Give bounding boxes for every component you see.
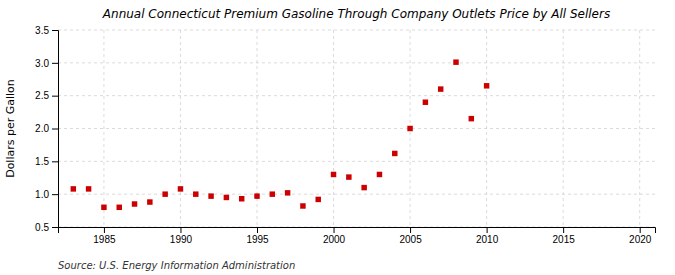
tick-label: 0.5 (35, 222, 49, 233)
point (346, 174, 351, 179)
tick-label: 1995 (246, 234, 269, 245)
tick: 0.5 (35, 222, 58, 233)
point (331, 172, 336, 177)
point (270, 191, 275, 196)
point (116, 205, 121, 210)
tick-mark (410, 227, 411, 233)
tick: 2.5 (35, 90, 58, 101)
tick: 2010 (476, 227, 499, 245)
point (361, 185, 366, 190)
grid-line (58, 30, 655, 31)
tick: 1985 (93, 227, 116, 245)
point (86, 186, 91, 191)
grid-line (58, 128, 655, 129)
grid-line (58, 194, 655, 195)
tick-label: 1990 (170, 234, 193, 245)
grid-line (58, 161, 655, 162)
tick-label: 1.0 (35, 189, 49, 200)
tick-mark (52, 96, 58, 97)
x-axis: 1985 1990 1995 2000 2005 2010 2015 2020 (59, 227, 656, 245)
point (315, 197, 320, 202)
point (438, 86, 443, 91)
tick-label: 2015 (553, 234, 576, 245)
tick: 2015 (553, 227, 576, 245)
point (453, 59, 458, 64)
tick-label: 2.5 (35, 90, 49, 101)
grid-line (58, 95, 655, 96)
point (239, 196, 244, 201)
tick-mark (52, 129, 58, 130)
point (178, 186, 183, 191)
grid-line (333, 30, 334, 227)
point (484, 83, 489, 88)
tick: 1.0 (35, 189, 58, 200)
tick: 2.0 (35, 123, 58, 134)
point (285, 190, 290, 195)
tick-mark (52, 161, 58, 162)
grid-line (486, 30, 487, 227)
point (193, 191, 198, 196)
point (101, 205, 106, 210)
y-axis: 0.5 1.0 1.5 2.0 2.5 3.0 3.5 (35, 25, 58, 233)
tick: 2020 (629, 227, 652, 245)
tick-mark (52, 194, 58, 195)
tick-mark (334, 227, 335, 233)
point (407, 126, 412, 131)
chart: 1985 1990 1995 2000 2005 2010 2015 2020 0.5 1.0 1.… (0, 0, 675, 275)
point (132, 201, 137, 206)
axis-line (52, 31, 59, 228)
tick-mark (52, 30, 58, 31)
tick-mark (52, 227, 58, 228)
plot: 1985 1990 1995 2000 2005 2010 2015 2020 0.5 1.0 1.… (35, 25, 655, 245)
point (208, 193, 213, 198)
title: Annual Connecticut Premium Gasoline Thro… (102, 7, 610, 21)
tick-label: 2005 (399, 234, 422, 245)
point (224, 195, 229, 200)
grid-line (639, 30, 640, 227)
tick: 1995 (246, 227, 269, 245)
tick-label: 3.5 (35, 25, 49, 36)
tick-mark (257, 227, 258, 233)
tick-label: 1.5 (35, 156, 49, 167)
point (254, 193, 259, 198)
tick-label: 2.0 (35, 123, 49, 134)
tick: 3.0 (35, 58, 58, 69)
tick-label: 3.0 (35, 58, 49, 69)
tick: 2005 (399, 227, 422, 245)
y-axis-title: Dollars per Gallon (4, 79, 17, 178)
point (147, 199, 152, 204)
grid-line (180, 30, 181, 227)
tick: 1990 (170, 227, 193, 245)
tick: 3.5 (35, 25, 58, 36)
grid-line (58, 62, 655, 63)
tick-label: 2020 (629, 234, 652, 245)
tick-mark (104, 227, 105, 233)
source: Source: U.S. Energy Information Administ… (58, 260, 295, 271)
tick-label: 2010 (476, 234, 499, 245)
tick-mark (180, 227, 181, 233)
axis-line (59, 228, 656, 234)
point (300, 203, 305, 208)
point (423, 99, 428, 104)
point (162, 191, 167, 196)
point (392, 151, 397, 156)
grid (58, 30, 655, 227)
tick-label: 1985 (93, 234, 116, 245)
point (71, 186, 76, 191)
grid-line (103, 30, 104, 227)
tick-mark (563, 227, 564, 233)
tick-label: 2000 (323, 234, 346, 245)
point (377, 172, 382, 177)
tick-mark (52, 63, 58, 64)
tick: 1.5 (35, 156, 58, 167)
grid-line (563, 30, 564, 227)
points (71, 59, 490, 210)
tick-mark (487, 227, 488, 233)
point (469, 116, 474, 121)
tick: 2000 (323, 227, 346, 245)
tick-mark (640, 227, 641, 233)
